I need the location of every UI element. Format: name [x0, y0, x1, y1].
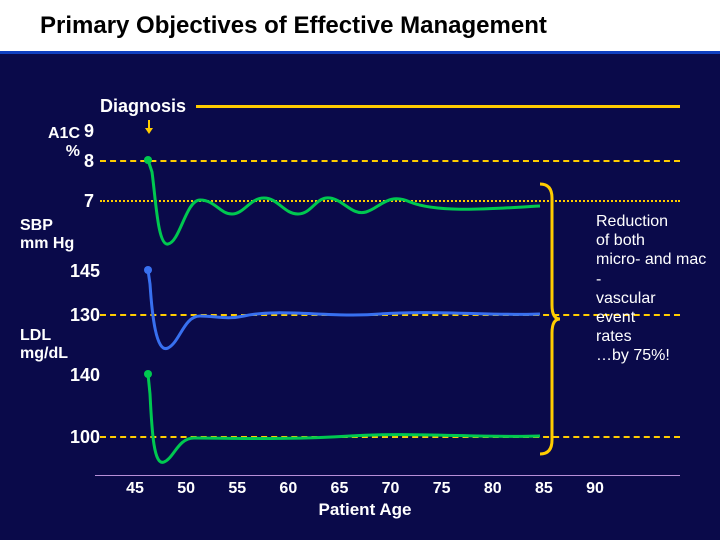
- xtick-80: 80: [484, 480, 502, 498]
- a1c-line: [148, 160, 540, 244]
- a1c-hline-8: [100, 160, 680, 162]
- xtick-85: 85: [535, 480, 553, 498]
- ldl-tick-140: 140: [62, 365, 100, 386]
- a1c-tick-8: 8: [64, 151, 94, 172]
- xtick-70: 70: [382, 480, 400, 498]
- a1c-hline-7: [100, 200, 680, 202]
- diagnosis-label: Diagnosis: [100, 96, 186, 117]
- sbp-start-marker: [144, 266, 152, 274]
- xtick-50: 50: [177, 480, 195, 498]
- xtick-90: 90: [586, 480, 604, 498]
- outcome-bracket: [540, 184, 560, 454]
- xtick-75: 75: [433, 480, 451, 498]
- xtick-60: 60: [279, 480, 297, 498]
- xaxis-label: Patient Age: [319, 500, 412, 520]
- diagnosis-row: Diagnosis: [100, 96, 680, 117]
- xaxis-line: [95, 475, 680, 476]
- a1c-tick-9: 9: [64, 121, 94, 142]
- xtick-55: 55: [228, 480, 246, 498]
- sbp-label: SBP mm Hg: [0, 217, 80, 252]
- outcome-annotation: Reductionof bothmicro- and mac-vasculare…: [596, 212, 706, 366]
- sbp-tick-145: 145: [62, 261, 100, 282]
- ldl-label: LDL mg/dL: [0, 327, 80, 362]
- diagnosis-line: [196, 105, 680, 108]
- xtick-45: 45: [126, 480, 144, 498]
- ldl-line: [148, 374, 540, 462]
- chart-area: Diagnosis A1C % 9 8 7 SBP mm Hg 145 130 …: [0, 54, 720, 514]
- a1c-start-marker: [144, 156, 152, 164]
- diagnosis-arrow-icon: [144, 120, 154, 134]
- ldl-start-marker: [144, 370, 152, 378]
- sbp-line: [148, 270, 540, 349]
- a1c-tick-7: 7: [64, 191, 94, 212]
- ldl-hline-100: [100, 436, 680, 438]
- ldl-tick-100: 100: [62, 427, 100, 448]
- sbp-tick-130: 130: [62, 305, 100, 326]
- sbp-hline-130: [100, 314, 680, 316]
- title-bar: Primary Objectives of Effective Manageme…: [0, 0, 720, 54]
- xtick-65: 65: [331, 480, 349, 498]
- xaxis: Patient Age 45505560657075808590: [135, 480, 595, 520]
- page-title: Primary Objectives of Effective Manageme…: [40, 12, 720, 40]
